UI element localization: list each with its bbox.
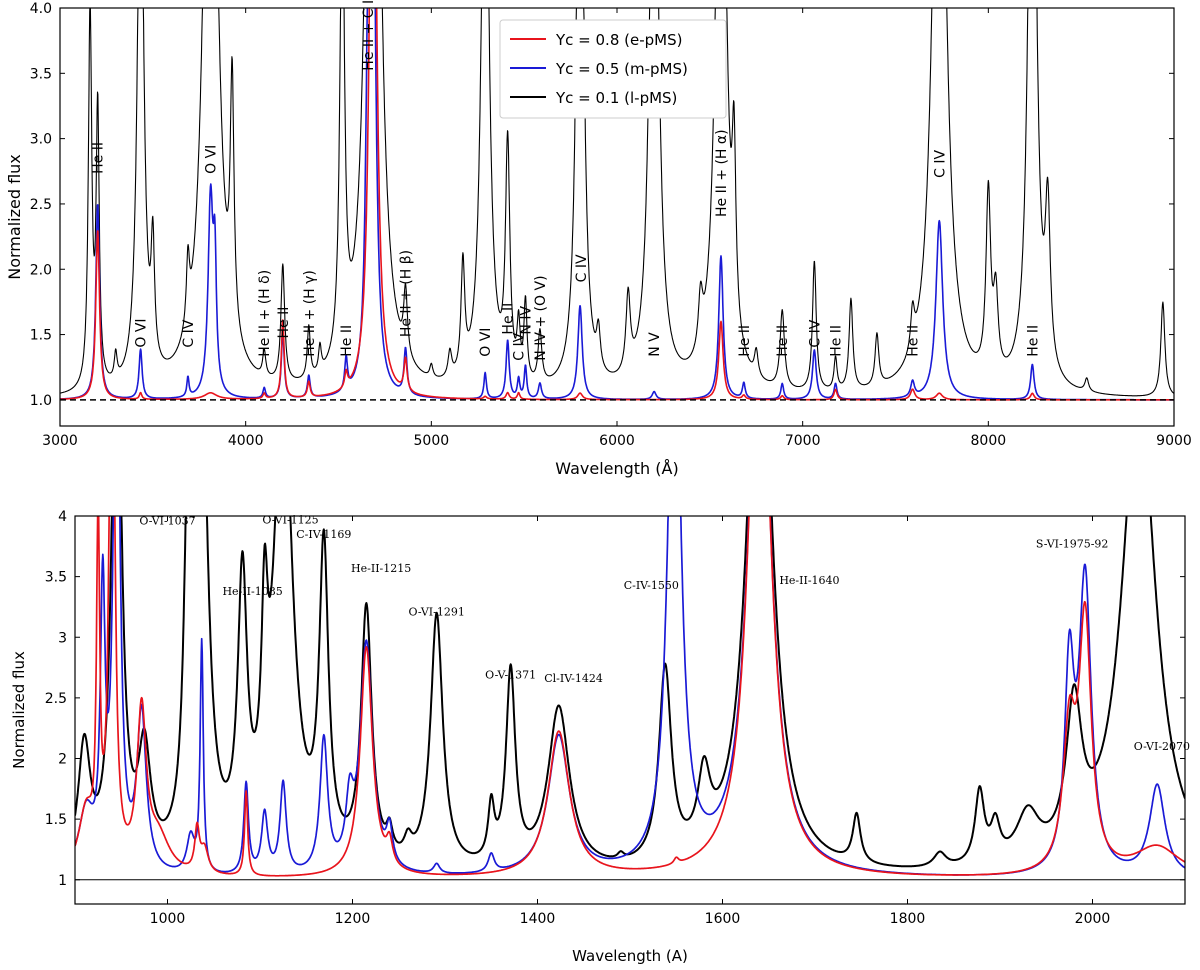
plot-frame [74, 515, 1186, 905]
line-annotation: O VI [134, 318, 150, 347]
line-annotation: O VI [478, 328, 494, 357]
y-tick-label: 3 [58, 630, 67, 646]
line-annotation: He-II-1215 [351, 562, 411, 575]
x-tick-label: 6000 [599, 433, 635, 449]
series-line-l-pms [60, 8, 1174, 397]
line-annotation: He II [276, 307, 292, 339]
x-tick-label: 4000 [228, 433, 264, 449]
x-tick-label: 3000 [42, 433, 78, 449]
y-tick-label: 2 [58, 752, 67, 768]
y-tick-label: 1 [58, 873, 67, 889]
line-annotation: O-VI-1291 [409, 605, 465, 618]
x-tick-label: 5000 [414, 433, 450, 449]
line-annotation: C-IV-1169 [296, 528, 351, 541]
line-annotation: He II + (H β) [398, 250, 414, 337]
legend-label: Yc = 0.5 (m-pMS) [555, 60, 688, 78]
series-line-e-pms [60, 8, 1174, 401]
y-tick-label: 2.5 [30, 197, 52, 213]
legend-label: Yc = 0.1 (l-pMS) [555, 89, 677, 107]
top-panel: 3000 4000 5000 6000 7000 8000 9000 1.0 1.5 2.0 2.5… [5, 0, 1192, 478]
line-annotation: He-II-1085 [222, 585, 282, 598]
x-tick-label: 1200 [335, 911, 371, 927]
line-annotation: N IV + (O V) [533, 275, 549, 360]
line-annotation: He II + (H γ) [302, 270, 318, 357]
y-tick-label: 3.5 [30, 66, 52, 82]
line-annotation: He-II-1640 [779, 574, 839, 587]
y-tick-label: 2.5 [45, 691, 67, 707]
x-tick-label: 1000 [150, 911, 186, 927]
line-annotation: He II [829, 325, 845, 357]
x-tick-label: 7000 [785, 433, 821, 449]
line-annotation: N V [647, 332, 663, 357]
x-axis-label: Wavelength (A) [572, 947, 688, 965]
line-annotation: C IV [574, 254, 590, 282]
legend-label: Yc = 0.8 (e-pMS) [555, 31, 682, 49]
line-annotation: He II [906, 325, 922, 357]
y-axis-label: Normalized flux [5, 154, 24, 280]
line-annotation: O-VI-2070 [1134, 740, 1190, 753]
line-annotation: He II [339, 325, 355, 357]
line-annotation: C-IV-1550 [624, 579, 679, 592]
y-tick-label: 2.0 [30, 262, 52, 278]
line-annotation: O-VI-1037 [139, 514, 195, 527]
x-tick-label: 1400 [520, 911, 556, 927]
line-annotation: C IV [512, 332, 528, 360]
line-annotation: O VI [204, 145, 220, 174]
series-line-l-pms [75, 516, 1185, 868]
line-annotation: He II + (H δ) [257, 270, 273, 357]
plot-area [60, 8, 1174, 401]
line-annotation: C IV [807, 319, 823, 347]
line-annotation: S-VI-1975-92 [1036, 538, 1109, 551]
line-annotation: C IV [181, 319, 197, 347]
x-tick-label: 1800 [890, 911, 926, 927]
y-tick-label: 3.0 [30, 132, 52, 148]
y-tick-label: 1.5 [45, 812, 67, 828]
line-annotation: C IV [932, 149, 948, 177]
line-annotation: He II [501, 303, 517, 335]
x-axis-label: Wavelength (Å) [555, 459, 678, 478]
line-annotation: O-VI-1125 [262, 513, 318, 526]
y-tick-label: 4.0 [30, 1, 52, 17]
line-annotation: He II + C IV [361, 0, 377, 71]
y-tick-label: 1.0 [30, 393, 52, 409]
line-annotation: O-V-1371 [485, 668, 536, 681]
line-annotation: He II + (H α) [714, 129, 730, 217]
legend-box [499, 19, 727, 119]
y-axis-label: Normalized flux [10, 651, 28, 769]
legend: Yc = 0.8 (e-pMS) Yc = 0.5 (m-pMS) Yc = 0.1… [499, 19, 727, 119]
x-tick-label: 2000 [1075, 911, 1111, 927]
y-tick-label: 1.5 [30, 328, 52, 344]
line-annotation: He II [1025, 325, 1041, 357]
y-tick-label: 3.5 [45, 570, 67, 586]
line-annotation: He II [737, 325, 753, 357]
line-annotation: N IV [518, 306, 534, 335]
line-annotation: He II [91, 142, 107, 174]
series-line-e-pms [75, 516, 1185, 877]
plot-area [75, 516, 1185, 881]
bottom-panel: 1000 1200 1400 1600 1800 2000 1 1.5 2 2.5 3 3.5 4 Wav… [10, 509, 1190, 965]
x-tick-label: 1600 [705, 911, 741, 927]
y-tick-label: 4 [58, 509, 67, 525]
line-annotation: He II [775, 325, 791, 357]
line-annotation: Cl-IV-1424 [544, 672, 603, 685]
x-tick-label: 9000 [1156, 433, 1192, 449]
x-tick-label: 8000 [971, 433, 1007, 449]
